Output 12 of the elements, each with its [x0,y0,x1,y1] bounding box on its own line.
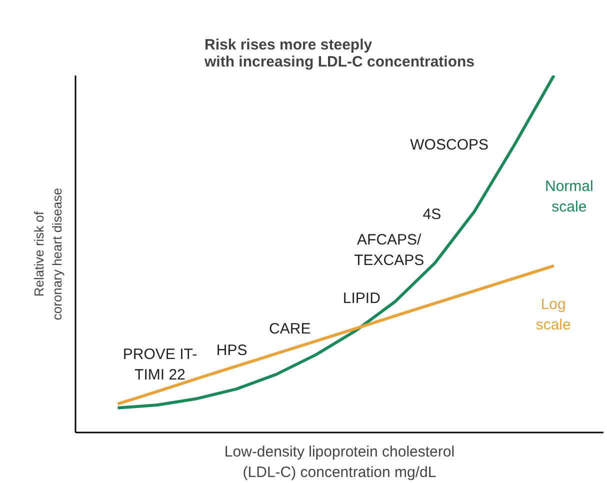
annotation: HPS [216,342,248,359]
annotation: AFCAPS/ TEXCAPS [354,232,424,270]
series-label: Log scale [536,296,571,334]
annotation: WOSCOPS [410,136,488,154]
annotation: PROVE IT- TIMI 22 [122,346,198,384]
annotation: CARE [269,320,311,338]
chart-title: Risk rises more steeply with increasing LDL-C concentrations [203,36,475,70]
annotation: 4S [422,206,442,224]
x-axis-title: Low-density lipoprotein cholesterol (LDL-C) concentration mg/dL [224,444,455,481]
y-axis-title: Relative risk of coronary heart disease [32,188,64,320]
annotation: LIPID [342,290,381,308]
text: Normal scale [545,178,594,216]
